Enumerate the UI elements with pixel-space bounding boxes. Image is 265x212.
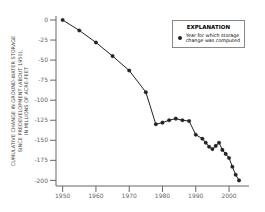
html-text:Year for which storage: Year for which storage [185,32,240,38]
svg-text:-150: -150 [34,136,48,143]
svg-text:-125: -125 [34,116,48,123]
svg-text:-100: -100 [34,96,48,103]
html-text:change was computed: change was computed [185,38,240,44]
svg-text:-200: -200 [34,177,48,184]
svg-text:CUMULATIVE CHANGE IN GROUND-WA: CUMULATIVE CHANGE IN GROUND-WATER STORAG… [10,36,29,167]
svg-text:0: 0 [44,16,48,23]
svg-text:-175: -175 [34,156,48,163]
svg-text:1990: 1990 [188,192,203,199]
svg-text:1970: 1970 [122,192,137,199]
svg-text:-25: -25 [38,36,48,43]
svg-text:-75: -75 [38,76,48,83]
svg-text:1960: 1960 [88,192,103,199]
svg-text:1950: 1950 [55,192,70,199]
html-text:EXPLANATION: EXPLANATION [186,24,230,30]
svg-text:1980: 1980 [155,192,170,199]
svg-text:2000: 2000 [221,192,236,199]
svg-text:-50: -50 [38,56,48,63]
